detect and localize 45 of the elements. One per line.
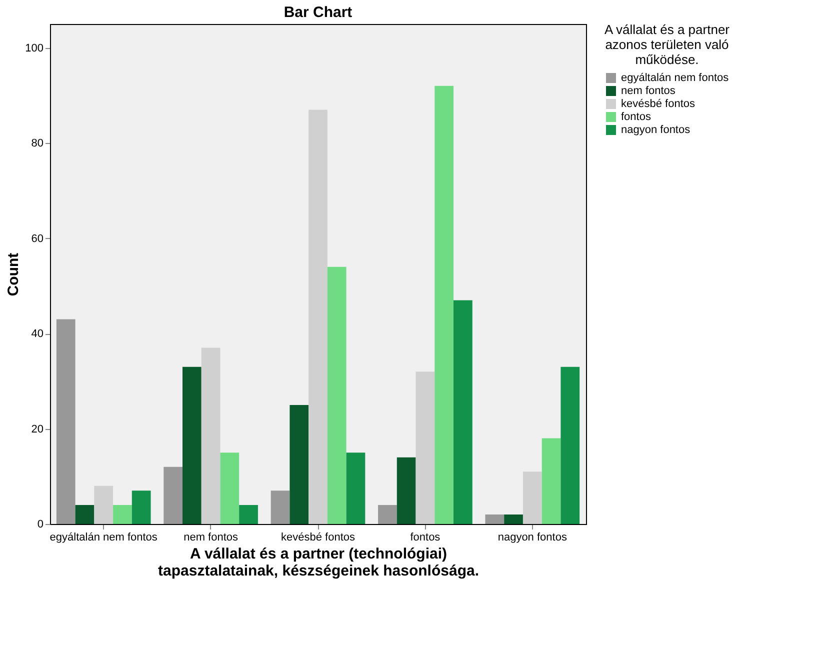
- bar: [560, 366, 580, 524]
- x-tick-label: fontos: [410, 532, 441, 544]
- bar: [132, 490, 151, 524]
- y-tick-label: 100: [25, 42, 44, 54]
- chart-title: Bar Chart: [284, 4, 352, 21]
- x-tick-label: nem fontos: [184, 532, 239, 544]
- bar: [75, 504, 94, 524]
- bar: [164, 466, 182, 524]
- x-tick-label: kevésbé fontos: [281, 532, 356, 544]
- bar: [182, 366, 202, 524]
- bar: [201, 348, 220, 524]
- legend-label: nem fontos: [621, 85, 676, 97]
- y-tick-label: 20: [31, 423, 44, 436]
- y-tick-label: 60: [31, 232, 44, 245]
- bar: [434, 86, 454, 524]
- bar: [454, 300, 472, 524]
- x-tick-label: nagyon fontos: [498, 532, 568, 544]
- bar: [416, 372, 435, 524]
- bar: [522, 472, 542, 524]
- y-tick-label: 0: [37, 518, 44, 530]
- bar: [346, 452, 366, 524]
- bar: [239, 504, 258, 524]
- bar: [308, 110, 328, 524]
- bar: [327, 266, 346, 524]
- legend-label: fontos: [621, 111, 652, 123]
- bar: [56, 319, 76, 524]
- bar: [378, 504, 397, 524]
- x-axis-title: A vállalat és a partner (technológiai) tapasztalatainak, készségeinek hasonlósága.: [158, 546, 479, 580]
- legend-label: nagyon fontos: [621, 124, 691, 136]
- bar: [270, 490, 290, 524]
- legend-label: kevésbé fontos: [621, 98, 696, 110]
- legend-title: A vállalat és a partner azonos területen való működése.: [604, 22, 730, 67]
- bar: [485, 514, 504, 524]
- bar: [504, 514, 523, 524]
- bar: [94, 486, 114, 524]
- y-tick-label: 40: [31, 328, 44, 340]
- x-tick-label: egyáltalán nem fontos: [50, 532, 158, 544]
- legend-label: egyáltalán nem fontos: [621, 72, 730, 84]
- y-tick-label: 80: [31, 138, 44, 150]
- bar: [542, 438, 561, 524]
- bar: [113, 504, 132, 524]
- y-axis-title: Count: [5, 252, 22, 296]
- bar: [290, 404, 309, 524]
- bar: [396, 457, 416, 524]
- bar: [220, 452, 240, 524]
